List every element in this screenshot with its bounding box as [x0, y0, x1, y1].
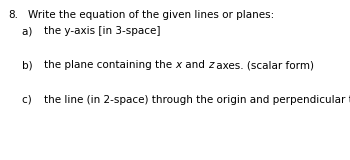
Text: z: z — [208, 60, 213, 70]
Text: b): b) — [22, 60, 36, 70]
Text: c): c) — [22, 95, 35, 105]
Text: 8.: 8. — [8, 10, 18, 20]
Text: a): a) — [22, 26, 36, 36]
Text: the y-axis [in 3-space]: the y-axis [in 3-space] — [44, 26, 161, 36]
Text: the plane containing the: the plane containing the — [44, 60, 175, 70]
Text: Write the equation of the given lines or planes:: Write the equation of the given lines or… — [28, 10, 274, 20]
Text: x: x — [175, 60, 182, 70]
Text: axes. (scalar form): axes. (scalar form) — [213, 60, 314, 70]
Text: the line (in 2-space) through the origin and perpendicular to: the line (in 2-space) through the origin… — [44, 95, 350, 105]
Text: and: and — [182, 60, 208, 70]
